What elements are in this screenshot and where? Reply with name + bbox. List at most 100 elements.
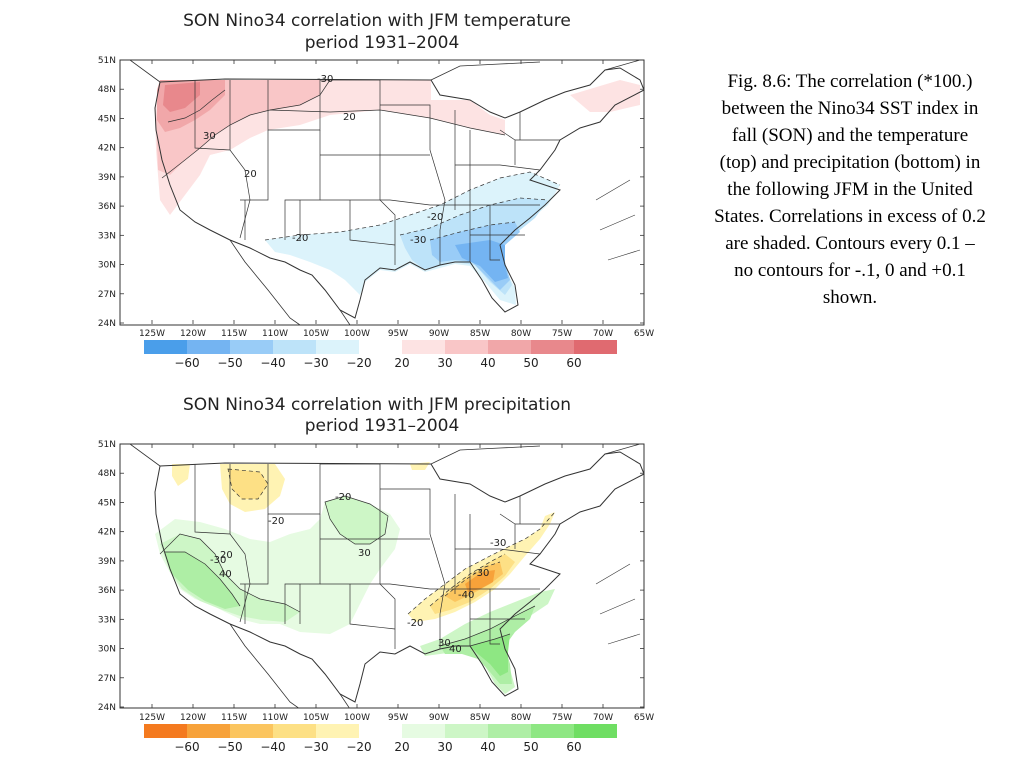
precipitation-map-ticks bbox=[120, 443, 645, 708]
lon-label: 100W bbox=[344, 713, 370, 723]
colorbar-label: 40 bbox=[480, 740, 495, 754]
colorbar-label: 30 bbox=[437, 356, 452, 370]
lon-label: 110W bbox=[262, 713, 288, 723]
contour-label: -30 bbox=[473, 568, 489, 579]
colorbar-cell bbox=[230, 340, 273, 354]
lon-label: 95W bbox=[388, 713, 408, 723]
lat-label: 30N bbox=[98, 261, 116, 271]
contour-label: -20 bbox=[427, 212, 443, 223]
lon-label: 65W bbox=[634, 713, 654, 723]
lat-label: 42N bbox=[98, 528, 116, 538]
lon-label: 100W bbox=[344, 329, 370, 339]
lon-label: 110W bbox=[262, 329, 288, 339]
colorbar-label: −40 bbox=[260, 356, 285, 370]
colorbar-cell bbox=[316, 340, 359, 354]
contour-label: -30 bbox=[317, 74, 333, 85]
precipitation-map-frame bbox=[119, 443, 645, 709]
colorbar-cell bbox=[316, 724, 359, 738]
lon-label: 115W bbox=[221, 713, 247, 723]
lat-label: 27N bbox=[98, 674, 116, 684]
temperature-map-lat-labels: 51N 48N 45N 42N 39N 36N 33N 30N 27N 24N bbox=[98, 56, 116, 329]
colorbar-cell bbox=[187, 724, 230, 738]
colorbar-label: −40 bbox=[260, 740, 285, 754]
contour-label: -20 bbox=[407, 618, 423, 629]
contour-label: 30 bbox=[203, 131, 216, 142]
lat-label: 33N bbox=[98, 615, 116, 625]
lat-label: 24N bbox=[98, 319, 116, 329]
precipitation-map-title: SON Nino34 correlation with JFM precipit… bbox=[183, 395, 571, 415]
temperature-map-period: period 1931–2004 bbox=[305, 33, 460, 53]
lat-label: 33N bbox=[98, 231, 116, 241]
contour-label: -40 bbox=[458, 590, 474, 601]
contour-label: 30 bbox=[438, 638, 451, 649]
lat-label: 27N bbox=[98, 290, 116, 300]
contour-label: 20 bbox=[244, 169, 257, 180]
colorbar-label: 40 bbox=[480, 356, 495, 370]
colorbar-label: −30 bbox=[303, 740, 328, 754]
colorbar-cell bbox=[574, 340, 617, 354]
precipitation-map-lon-labels: 125W 120W 115W 110W 105W 100W 95W 90W 85W 80W 75W 7… bbox=[139, 713, 654, 723]
colorbar-cell bbox=[402, 340, 445, 354]
colorbar-cell bbox=[531, 724, 574, 738]
colorbar-cell bbox=[531, 340, 574, 354]
lon-label: 125W bbox=[139, 713, 165, 723]
colorbar-label: 60 bbox=[566, 356, 581, 370]
lon-label: 80W bbox=[511, 329, 531, 339]
colorbar-cell bbox=[230, 724, 273, 738]
lat-label: 51N bbox=[98, 440, 116, 450]
contour-label: -20 bbox=[268, 516, 284, 527]
colorbar-cell bbox=[187, 340, 230, 354]
lon-label: 105W bbox=[303, 329, 329, 339]
precipitation-map-lat-labels: 51N 48N 45N 42N 39N 36N 33N 30N 27N 24N bbox=[98, 440, 116, 713]
contour-label: 20 bbox=[220, 550, 233, 561]
precipitation-shading bbox=[129, 444, 644, 708]
lon-label: 120W bbox=[180, 713, 206, 723]
lat-label: 24N bbox=[98, 703, 116, 713]
precipitation-map: SON Nino34 correlation with JFM precipit… bbox=[98, 395, 654, 754]
lat-label: 39N bbox=[98, 173, 116, 183]
colorbar-label: 50 bbox=[523, 740, 538, 754]
colorbar-label: −60 bbox=[174, 740, 199, 754]
lat-label: 42N bbox=[98, 144, 116, 154]
lat-label: 48N bbox=[98, 85, 116, 95]
precipitation-colorbar: −60 −50 −40 −30 −20 20 30 40 50 60 bbox=[144, 724, 617, 754]
lon-label: 115W bbox=[221, 329, 247, 339]
lat-label: 45N bbox=[98, 114, 116, 124]
contour-label: 40 bbox=[219, 569, 232, 580]
colorbar-cell bbox=[488, 724, 531, 738]
colorbar-cell bbox=[488, 340, 531, 354]
colorbar-label: −30 bbox=[303, 356, 328, 370]
colorbar-cell bbox=[445, 724, 488, 738]
colorbar-label: 60 bbox=[566, 740, 581, 754]
lon-label: 125W bbox=[139, 329, 165, 339]
contour-label: -30 bbox=[490, 538, 506, 549]
colorbar-label: −50 bbox=[217, 356, 242, 370]
lat-label: 30N bbox=[98, 645, 116, 655]
figure-caption: Fig. 8.6: The correlation (*100.) betwee… bbox=[714, 71, 986, 308]
lon-label: 85W bbox=[470, 713, 490, 723]
lon-label: 80W bbox=[511, 713, 531, 723]
colorbar-cell bbox=[574, 724, 617, 738]
colorbar-label: 50 bbox=[523, 356, 538, 370]
lon-label: 105W bbox=[303, 713, 329, 723]
colorbar-cell bbox=[359, 724, 402, 738]
lon-label: 90W bbox=[429, 329, 449, 339]
colorbar-cell bbox=[144, 340, 187, 354]
lon-label: 70W bbox=[593, 713, 613, 723]
lat-label: 45N bbox=[98, 498, 116, 508]
colorbar-label: 20 bbox=[394, 356, 409, 370]
lon-label: 70W bbox=[593, 329, 613, 339]
lon-label: 65W bbox=[634, 329, 654, 339]
precipitation-map-period: period 1931–2004 bbox=[305, 416, 460, 436]
temperature-shading bbox=[129, 60, 644, 325]
temperature-map-frame bbox=[119, 59, 645, 326]
contour-label: 20 bbox=[343, 112, 356, 123]
temperature-map-title: SON Nino34 correlation with JFM temperat… bbox=[183, 11, 571, 31]
colorbar-label: −60 bbox=[174, 356, 199, 370]
colorbar-cell bbox=[273, 724, 316, 738]
colorbar-cell bbox=[359, 340, 402, 354]
colorbar-label: −50 bbox=[217, 740, 242, 754]
colorbar-label: −20 bbox=[346, 356, 371, 370]
colorbar-cell bbox=[144, 724, 187, 738]
